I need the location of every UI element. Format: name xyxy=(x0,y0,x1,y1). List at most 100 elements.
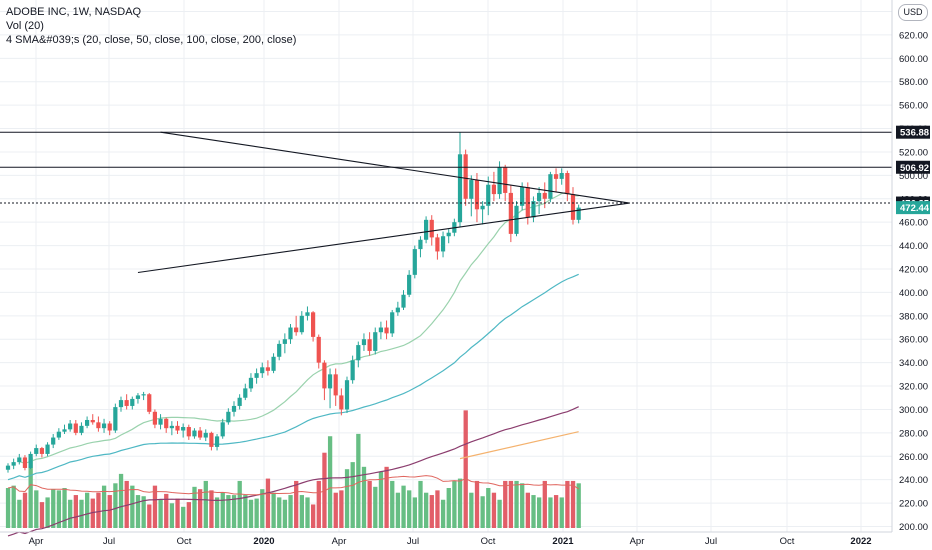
volume-bar xyxy=(79,499,84,528)
candle-body xyxy=(424,219,429,240)
volume-bar xyxy=(299,495,304,528)
volume-bar xyxy=(22,492,28,528)
candle xyxy=(147,393,152,415)
candle xyxy=(316,334,321,369)
candle xyxy=(350,355,355,384)
candle-body xyxy=(248,377,254,389)
volume-bar xyxy=(181,506,186,528)
candle-body xyxy=(113,407,118,431)
candle xyxy=(186,424,191,440)
candle-body xyxy=(446,232,451,237)
x-tick-label: 2021 xyxy=(552,536,574,547)
candle xyxy=(164,417,169,433)
volume-bar xyxy=(367,480,372,528)
volume-bar xyxy=(373,486,378,528)
volume-bar xyxy=(11,485,16,528)
x-tick-label: Jul xyxy=(103,536,115,547)
volume-bar xyxy=(113,483,118,528)
volume-bar xyxy=(107,495,112,528)
candle-body xyxy=(339,395,344,410)
candle-body xyxy=(474,180,480,210)
y-tick-label: 420.00 xyxy=(899,265,928,276)
candle xyxy=(395,301,400,316)
candle-body xyxy=(158,418,163,425)
candle-body xyxy=(203,432,208,438)
candle-body xyxy=(175,425,180,431)
candle xyxy=(299,311,304,335)
candle xyxy=(412,245,417,279)
candle xyxy=(237,394,242,410)
volume-bar xyxy=(435,490,440,528)
candle xyxy=(118,396,124,412)
x-axis-labels: Apr Jul Oct 2020 Apr Jul Oct 2021 Apr Jul Oct 2022 xyxy=(29,536,872,547)
volume-bar xyxy=(169,503,175,528)
candle xyxy=(486,176,491,216)
x-tick-label: Oct xyxy=(481,536,496,547)
candle xyxy=(45,442,50,457)
candle xyxy=(85,416,90,429)
candle xyxy=(254,368,259,384)
volume-bar xyxy=(192,486,197,528)
candle-body xyxy=(384,327,389,334)
candle-body xyxy=(85,419,90,426)
volume-bar xyxy=(457,478,463,528)
candle xyxy=(34,444,39,457)
volume-bar xyxy=(576,483,581,528)
volume-bar xyxy=(28,457,33,528)
legend-volume[interactable]: Vol (20) xyxy=(6,20,44,32)
x-tick-label: 2020 xyxy=(253,536,274,547)
candle-body xyxy=(79,425,84,433)
candle-body xyxy=(101,423,107,429)
volume-bar xyxy=(141,496,146,528)
candle xyxy=(424,216,429,244)
volume-bar xyxy=(486,488,491,528)
candle xyxy=(333,368,338,406)
y-tick-label: 460.00 xyxy=(899,218,928,229)
candle xyxy=(152,409,157,429)
candle-body xyxy=(73,423,78,433)
volume-bar xyxy=(542,480,547,528)
volume-bar xyxy=(260,489,265,528)
candle xyxy=(311,311,316,342)
candle xyxy=(135,393,141,404)
volume-bar xyxy=(277,497,282,528)
candle-body xyxy=(378,327,383,333)
candle-body xyxy=(198,430,203,438)
candle xyxy=(508,184,513,243)
candle xyxy=(390,309,395,337)
legend-title[interactable]: ADOBE INC, 1W, NASDAQ xyxy=(6,6,142,18)
volume-bar xyxy=(390,480,395,528)
candle-body xyxy=(277,343,282,357)
candle xyxy=(68,419,73,432)
volume-bar xyxy=(85,492,90,528)
candle-body xyxy=(418,239,423,250)
candle xyxy=(28,451,33,470)
candle xyxy=(401,290,406,310)
candle xyxy=(322,360,327,401)
volume-bar xyxy=(124,480,129,528)
candle xyxy=(169,421,174,436)
candle xyxy=(79,422,84,436)
candle xyxy=(130,396,135,410)
volume-bar xyxy=(231,495,237,528)
candle xyxy=(11,458,16,470)
legend-sma[interactable]: 4 SMA&#039;s (20, close, 50, close, 100,… xyxy=(6,34,297,46)
price-label: 536.88 xyxy=(900,128,929,139)
volume-bar xyxy=(214,497,220,528)
volume-bar xyxy=(401,485,406,528)
candle-body xyxy=(254,373,259,378)
candle-body xyxy=(548,174,553,199)
currency-button[interactable]: USD xyxy=(898,4,928,21)
price-label-bg xyxy=(896,125,930,139)
candle xyxy=(124,394,129,410)
candle xyxy=(282,333,287,354)
volume-bar xyxy=(68,499,73,528)
sma-200-line xyxy=(459,431,579,460)
x-tick-label: Jul xyxy=(407,536,419,547)
y-tick-label: 340.00 xyxy=(899,358,928,369)
candle-body xyxy=(327,374,333,389)
candle xyxy=(158,414,163,430)
x-tick-label: 2022 xyxy=(850,536,871,547)
